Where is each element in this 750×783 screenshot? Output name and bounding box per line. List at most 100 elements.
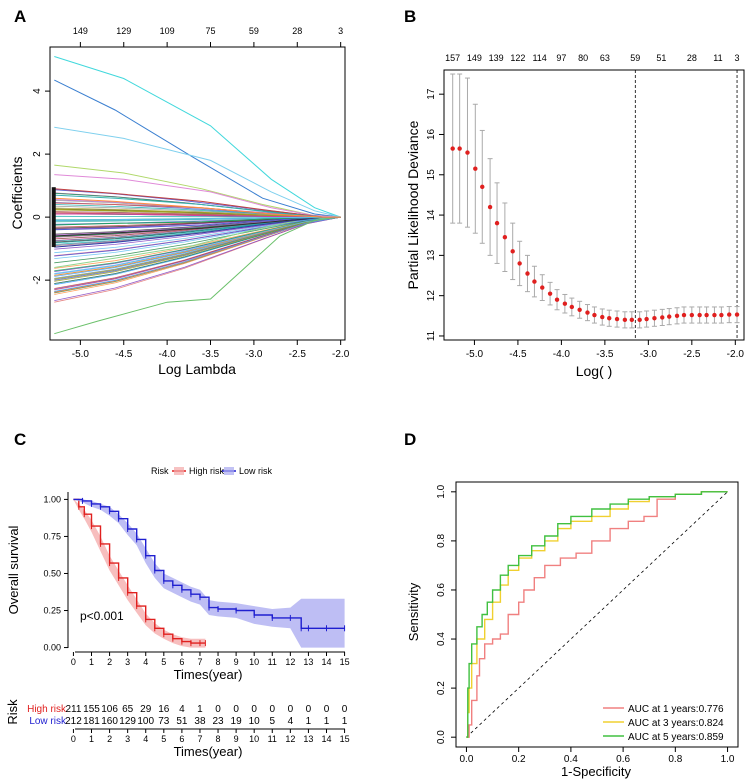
panel-a-paths [51,56,341,335]
c-ci-band-high [73,499,206,648]
risk-table-cell: 1 [324,716,330,727]
b-point [652,316,657,321]
b-point [681,312,687,318]
b-point [480,184,485,190]
c-xtick-label: 10 [249,657,259,667]
c-xtick-label: 1 [89,657,94,667]
c-ytick-label: 0.75 [43,531,61,541]
a-coef-path-minor [54,216,341,301]
c-ytick-label: 0.25 [43,606,61,616]
b-xtick-label: -2.5 [683,349,701,360]
risk-table-cell: 106 [101,704,118,715]
panel-b-ticks: -5.0 -4.5 -4.0 -3.5 -3.0 -2.5 -2.0 11 12 13 14 15 16… [426,53,744,360]
risk-table-cell: 0 [269,704,275,715]
d-xtick-label: 0.4 [564,754,578,765]
risk-xtick-label: 2 [107,734,112,744]
b-point [660,315,665,320]
b-ytick-label: 12 [426,290,437,302]
b-top-label: 51 [656,53,666,63]
a-coef-path [54,126,341,218]
panel-c-km-survival: Risk High risk Low risk 0 1 2 3 4 5 6 7 8 9 10 11 12… [5,466,350,759]
risk-table-cell: 1 [197,704,203,715]
legend-label-auc5: AUC at 5 years:0.859 [628,732,724,743]
risk-table-cell: 0 [233,704,239,715]
b-ytick-label: 11 [426,330,437,341]
a-ytick-label: 2 [32,151,43,157]
risk-xtick-label: 14 [321,734,331,744]
risk-table-cell: 155 [83,704,100,715]
panel-c-pvalue: p<0.001 [80,609,124,623]
d-ytick-label: 0.2 [436,681,447,695]
a-top-label: 149 [73,26,88,36]
a-top-label: 59 [249,26,259,36]
a-coef-path [54,174,341,218]
panel-d-roc: 0.0 0.2 0.4 0.6 0.8 1.0 0.0 0.2 0.4 0.6 0.8 1.0 AUC… [406,481,739,779]
c-ci-band-low [73,499,345,648]
risk-xtick-label: 1 [89,734,94,744]
c-xtick-label: 11 [268,657,277,667]
a-coef-path [54,216,341,335]
risk-table-cell: 0 [215,704,221,715]
a-ytick-label: 4 [32,88,43,94]
a-top-label: 28 [292,26,302,36]
b-point [547,291,553,296]
panel-letter-c: C [14,430,26,449]
legend-fill-low [224,467,234,475]
a-ytick-label: -2 [32,275,43,284]
b-point [689,312,695,318]
c-xtick-label: 9 [234,657,239,667]
risk-table-cell: 73 [158,716,170,727]
risk-xtick-label: 9 [234,734,239,744]
c-ytick-label: 0.50 [43,568,61,578]
risk-table-title: Risk [5,699,20,725]
risk-table-cell: 160 [101,716,118,727]
a-coef-path [54,79,341,218]
b-point [719,312,724,318]
a-coef-path-minor [54,216,341,274]
c-xtick-label: 12 [285,657,295,667]
d-ytick-label: 1.0 [436,484,447,498]
b-point [592,312,597,318]
risk-table-cell: 4 [179,704,185,715]
risk-table-cell: 129 [119,716,136,727]
b-point [622,317,628,323]
a-xtick-label: -3.0 [245,349,263,360]
risk-table-cell: 0 [324,704,330,715]
panel-b-vlines [634,70,738,340]
c-xtick-label: 5 [161,657,166,667]
d-roc-1yr [466,491,728,738]
b-xtick-label: -2.0 [727,349,745,360]
panel-d-ticks: 0.0 0.2 0.4 0.6 0.8 1.0 0.0 0.2 0.4 0.6 0.8 1.0 [436,484,735,765]
risk-table-cell: 29 [140,704,152,715]
panel-d-legend: AUC at 1 years:0.776 AUC at 3 years:0.82… [603,704,724,743]
panel-c-ticks: 0 1 2 3 4 5 6 7 8 9 10 11 12 13 14 150.000.250.500.751.… [43,494,349,667]
b-point [457,146,462,151]
b-point [525,271,530,276]
panel-d-frame [455,481,739,748]
b-point [494,220,500,226]
risk-row-label-low: Low risk [29,716,67,727]
c-xtick-label: 7 [197,657,202,667]
b-top-label: 80 [578,53,588,63]
a-coef-path [54,56,341,218]
risk-table-cell: 0 [251,704,257,715]
b-top-label: 139 [489,53,504,63]
panel-a-ylabel: Coefficients [9,157,25,230]
b-xtick-label: -3.0 [640,349,658,360]
a-top-label: 109 [160,26,175,36]
risk-table-cell: 65 [122,704,134,715]
b-xtick-label: -4.0 [553,349,571,360]
a-top-label: 129 [116,26,131,36]
risk-table-cell: 16 [158,704,170,715]
risk-table-cell: 5 [269,716,275,727]
risk-table-cell: 211 [65,704,81,715]
risk-xtick-label: 7 [197,734,202,744]
a-top-label: 3 [338,26,343,36]
panel-letter-a: A [14,7,26,26]
a-coef-path [54,197,341,218]
b-point [600,314,605,320]
d-ytick-label: 0.8 [436,534,447,548]
b-point [704,312,709,318]
b-top-label: 3 [735,53,740,63]
